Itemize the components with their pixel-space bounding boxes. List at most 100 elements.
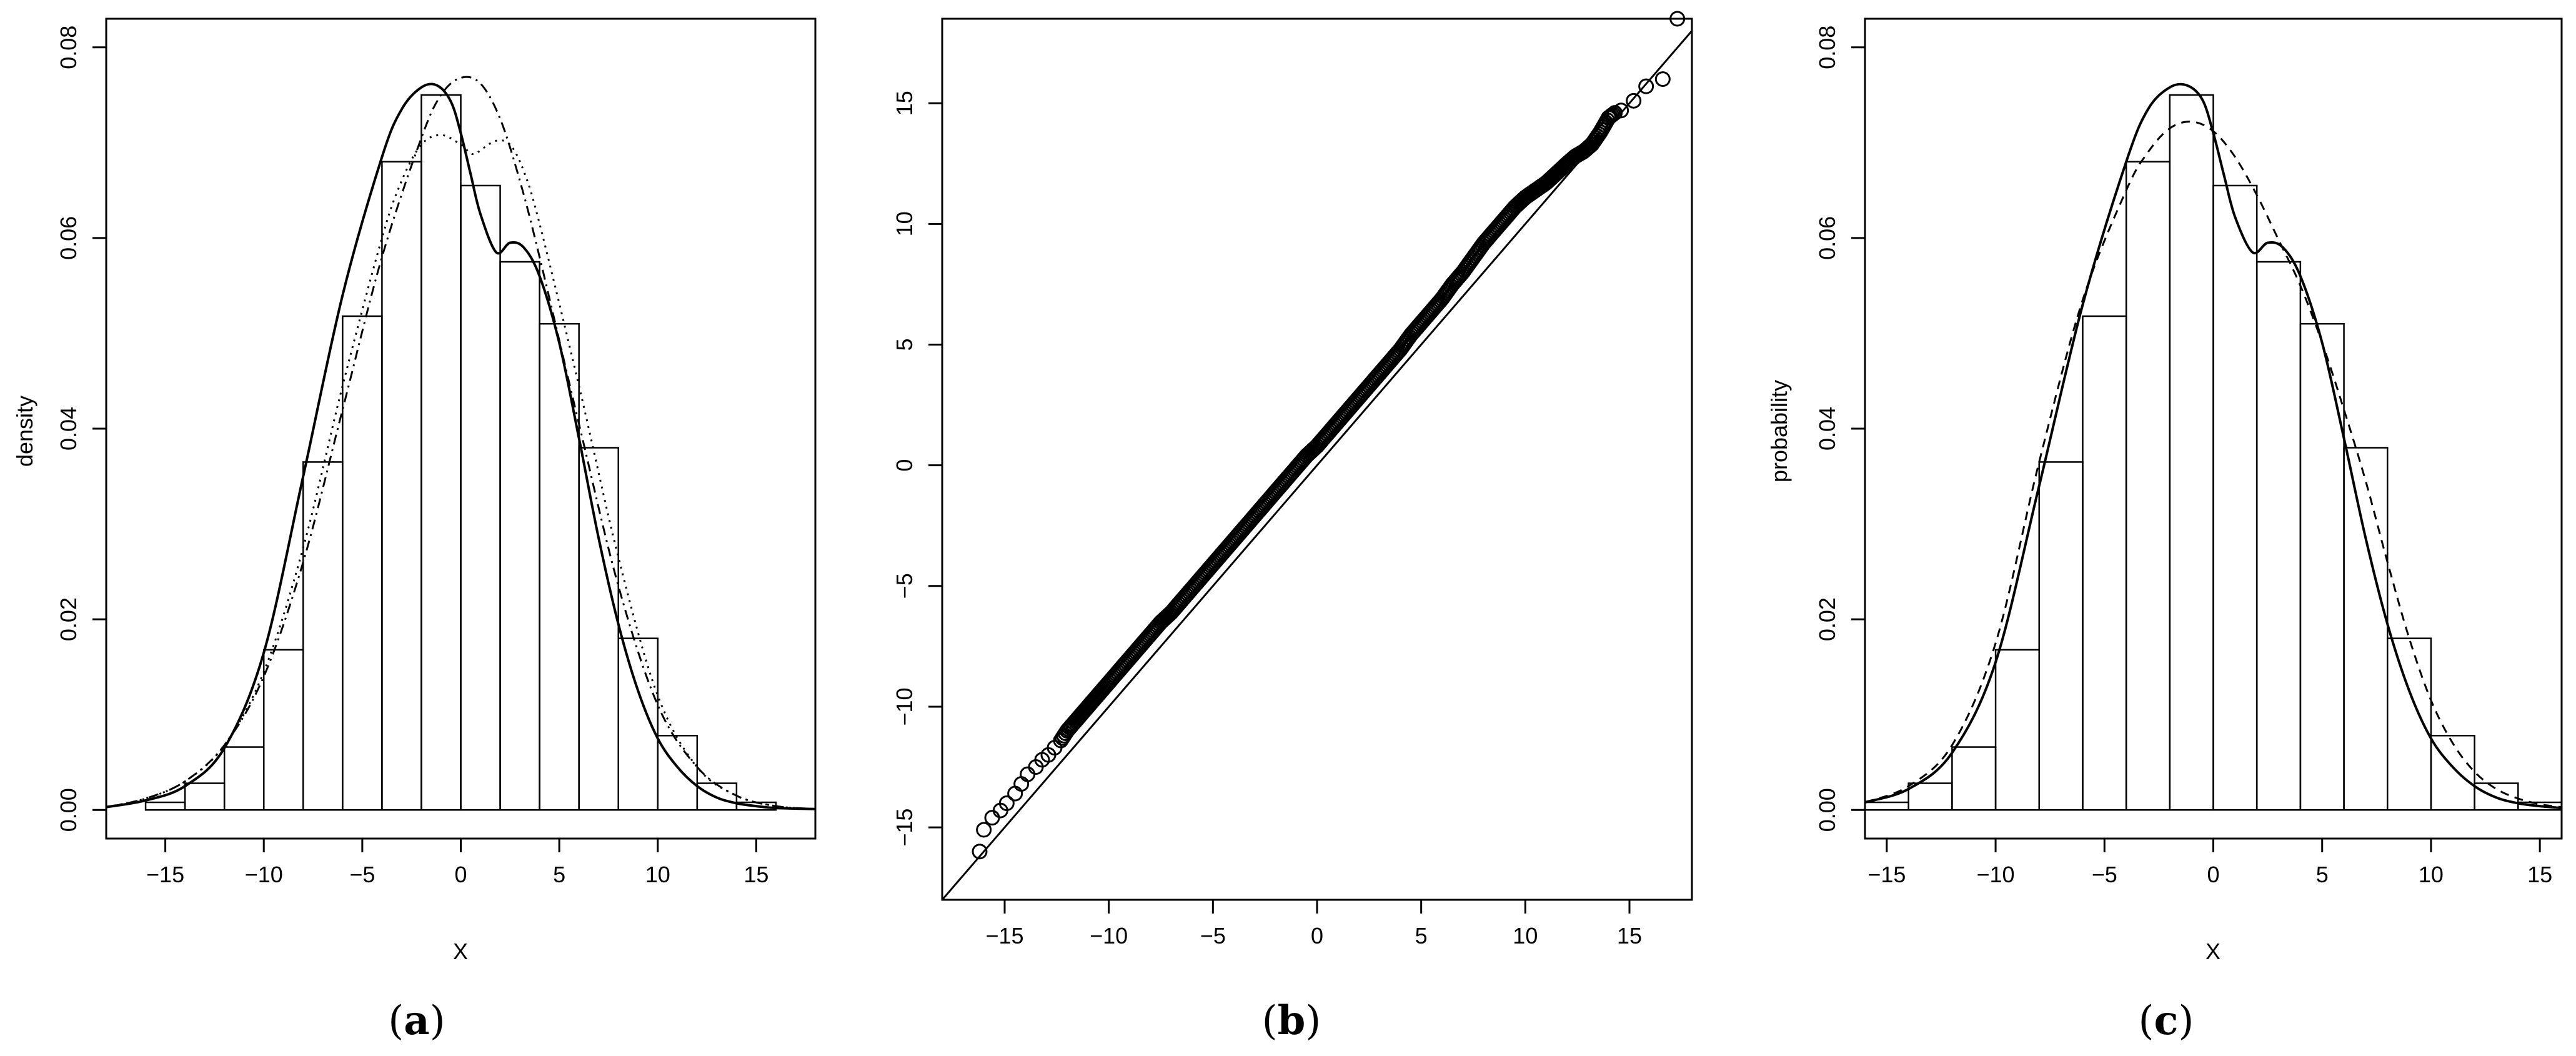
panel-c-x-axis: −15 −10 −5 0 5 10 15 — [1867, 839, 2552, 887]
panel-b-y-tick-label: 5 — [892, 338, 917, 351]
panel-c-xlabel: X — [2206, 939, 2220, 964]
panel-c-histogram-bar — [2038, 461, 2084, 811]
panel-c-histogram-bar — [2430, 734, 2475, 811]
panel-c-ylabel: probability — [1766, 380, 1792, 482]
panel-a-y-tick-label: 0.04 — [56, 407, 81, 451]
panel-b-point — [1007, 785, 1023, 802]
panel-c-histogram-bar — [2299, 322, 2345, 811]
panel-c-histogram-bar — [2212, 184, 2258, 811]
panel-b-x-tick-label: −15 — [985, 923, 1023, 949]
panel-c-y-tick-label: 0.08 — [1814, 26, 1840, 69]
panel-b-x-tick-label: −5 — [1200, 923, 1226, 949]
panel-a-xlabel: X — [453, 939, 468, 964]
panel-a-y-tick-label: 0.02 — [56, 597, 81, 641]
panel-c-y-tick-label: 0.06 — [1814, 216, 1840, 260]
panel-c-histogram-bar — [2082, 315, 2127, 811]
panel-a-histogram-bar — [381, 161, 422, 811]
panel-b-point — [1588, 130, 1604, 146]
panel-a-bins — [144, 94, 777, 811]
panel-b-x-tick-label: −10 — [1090, 923, 1128, 949]
panel-b-caption: (b) — [1262, 997, 1321, 1044]
panel-b-point — [1577, 142, 1593, 159]
panel-a-curve-dashdot — [106, 76, 815, 810]
panel-a-x-tick-label: 5 — [553, 862, 565, 887]
panel-b-point — [1654, 71, 1671, 87]
panel-a-histogram-bar — [539, 322, 580, 811]
panel-b-point — [1638, 78, 1654, 94]
panel-b-point — [998, 795, 1015, 811]
panel-a-x-tick-label: 15 — [743, 862, 768, 887]
panel-a-y-tick-label: 0.06 — [56, 216, 81, 260]
panel-c-y-axis: 0.00 0.02 0.04 0.06 0.08 — [1814, 26, 1865, 832]
panel-b-x-tick-label: 0 — [1311, 923, 1323, 949]
panel-b: −15 −10 −5 0 5 10 15 −15 −10 −5 0 5 10 15 (b) — [892, 11, 1693, 1044]
panel-c: −15 −10 −5 0 5 10 15 0.00 0.02 0.04 0.06 0.08 X pr… — [1766, 17, 2563, 1044]
panel-c-x-tick-label: 5 — [2316, 862, 2329, 887]
panel-c-histogram-bar — [2169, 94, 2214, 811]
panel-a-histogram-bar — [617, 637, 659, 811]
panel-c-histogram-bar — [2474, 782, 2519, 811]
panel-b-points — [972, 11, 1686, 860]
panel-c-histogram-bar — [2343, 447, 2389, 811]
panel-c-x-tick-label: −10 — [1977, 862, 2015, 887]
panel-c-y-tick-label: 0.00 — [1814, 788, 1840, 832]
panel-b-x-tick-label: 10 — [1513, 923, 1538, 949]
panel-a-curve-solid — [106, 82, 815, 810]
panel-c-curve-dashed — [1865, 121, 2562, 809]
panel-b-y-tick-label: −15 — [892, 809, 917, 847]
panel-a-histogram-bar — [499, 261, 540, 811]
panel-a-x-axis: −15 −10 −5 0 5 10 15 — [146, 839, 768, 887]
panel-a-histogram-bar — [184, 782, 226, 811]
panel-b-x-tick-label: 15 — [1617, 923, 1642, 949]
panel-a-histogram-bar — [420, 94, 462, 811]
panel-c-bins — [1864, 94, 2563, 811]
panel-c-y-tick-label: 0.02 — [1814, 597, 1840, 641]
panel-a-caption: (a) — [388, 997, 445, 1044]
panel-b-y-tick-label: 15 — [892, 91, 917, 116]
panel-b-x-axis: −15 −10 −5 0 5 10 15 — [985, 900, 1642, 949]
panel-a-histogram-bar — [144, 801, 186, 811]
panel-b-x-tick-label: 5 — [1415, 923, 1428, 949]
panel-b-y-tick-label: 10 — [892, 211, 917, 236]
panel-a-x-tick-label: −5 — [349, 862, 375, 887]
panel-c-y-tick-label: 0.04 — [1814, 407, 1840, 451]
panel-c-histogram-bar — [1907, 782, 1953, 811]
panel-a-x-tick-label: −10 — [245, 862, 283, 887]
panel-b-y-tick-label: −10 — [892, 687, 917, 725]
panel-c-caption: (c) — [2139, 997, 2194, 1044]
panel-a-ylabel: density — [12, 396, 37, 467]
panel-a-curve-dotted — [106, 134, 815, 810]
panel-c-histogram-bar — [2125, 161, 2171, 811]
panel-c-histogram-bar — [1951, 746, 1997, 811]
panel-b-y-tick-label: −5 — [892, 573, 917, 599]
panel-c-curves — [1865, 82, 2562, 810]
panel-a-histogram-bar — [302, 461, 344, 811]
panel-b-reference — [942, 29, 1692, 900]
panel-c-x-tick-label: 10 — [2419, 862, 2444, 887]
panel-a-x-tick-label: 10 — [645, 862, 670, 887]
panel-b-y-axis: −15 −10 −5 0 5 10 15 — [892, 91, 942, 847]
panel-b-point — [976, 822, 992, 838]
panel-c-curve-solid — [1865, 82, 2562, 810]
panel-a-histogram-bar — [460, 184, 501, 811]
panel-a-histogram-bar — [657, 734, 699, 811]
panel-c-histogram-bar — [2255, 261, 2302, 811]
panel-a: −15 −10 −5 0 5 10 15 0.00 0.02 0.04 0.06 0.08 X de… — [12, 17, 817, 1044]
panel-c-x-tick-label: −5 — [2092, 862, 2117, 887]
panel-b-y-tick-label: 0 — [892, 459, 917, 472]
panel-c-histogram-bar — [1864, 801, 1909, 811]
panel-a-curves — [106, 76, 815, 810]
panel-c-histogram-bar — [1994, 649, 2040, 811]
panel-b-point — [1626, 92, 1642, 109]
panel-b-point — [984, 810, 1000, 826]
panel-c-histogram-bar — [2387, 637, 2432, 811]
panel-b-point — [972, 844, 988, 860]
panel-c-x-tick-label: 0 — [2207, 862, 2219, 887]
panel-a-histogram-bar — [578, 447, 619, 811]
panel-a-y-tick-label: 0.08 — [56, 26, 81, 69]
panel-a-y-tick-label: 0.00 — [56, 788, 81, 832]
panel-b-reference-line — [942, 29, 1692, 900]
panel-a-histogram-bar — [262, 649, 304, 811]
panel-c-x-tick-label: −15 — [1867, 862, 1906, 887]
